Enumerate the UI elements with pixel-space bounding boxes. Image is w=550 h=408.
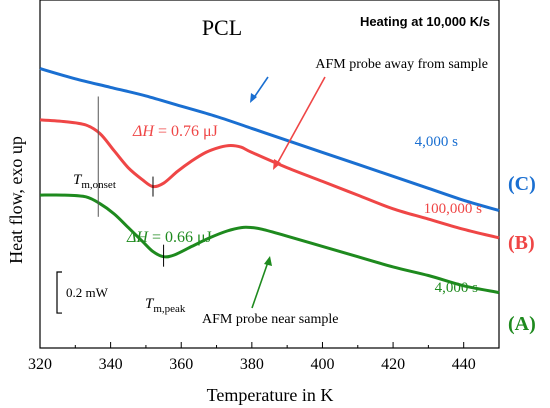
probe-away-arrow-red (276, 76, 326, 165)
onset-label: Tm,onset (73, 172, 116, 191)
scale-bar-label: 0.2 mW (66, 285, 109, 300)
series-a-id: (A) (508, 313, 536, 335)
series-line-b (39, 118, 500, 240)
scale-bar-bracket (56, 271, 62, 314)
peak-label: Tm,peak (145, 296, 186, 315)
chart-title: PCL (202, 15, 242, 40)
x-tick-label: 380 (240, 356, 264, 373)
x-tick-label: 420 (381, 356, 405, 373)
delta-h-b-label: ΔH = 0.76 μJ (132, 123, 218, 140)
scale-bar: 0.2 mW (56, 271, 109, 314)
series-layer (39, 67, 500, 295)
plot-frame (39, 0, 500, 349)
series-line-a (39, 193, 500, 295)
probe-near-arrowhead (264, 256, 272, 266)
x-axis: 320 340 360 380 400 420 440 (28, 342, 476, 373)
x-tick-label: 320 (28, 356, 52, 373)
probe-away-arrow-blue (252, 76, 269, 100)
y-axis-label: Heat flow, exo up (6, 136, 26, 264)
x-tick-label: 340 (99, 356, 123, 373)
probe-away-arrowhead-red (273, 159, 281, 170)
x-tick-label: 400 (310, 356, 334, 373)
series-b-name-label: 100,000 s (424, 201, 483, 217)
series-line-c (39, 67, 500, 212)
series-a-name-label: 4,000 s (435, 280, 479, 296)
series-c-id: (C) (508, 173, 536, 195)
series-b-id: (B) (508, 232, 535, 254)
probe-near-arrow (251, 261, 269, 309)
chart-subtitle: Heating at 10,000 K/s (360, 14, 490, 29)
x-axis-label: Temperature in K (207, 385, 334, 405)
probe-away-arrowhead-blue (250, 93, 257, 103)
delta-h-a-label: ΔH = 0.66 μJ (126, 229, 212, 246)
probe-near-label: AFM probe near sample (202, 312, 338, 327)
series-c-name-label: 4,000 s (415, 134, 459, 150)
x-tick-label: 440 (452, 356, 476, 373)
x-tick-label: 360 (169, 356, 193, 373)
probe-away-label: AFM probe away from sample (315, 57, 488, 72)
